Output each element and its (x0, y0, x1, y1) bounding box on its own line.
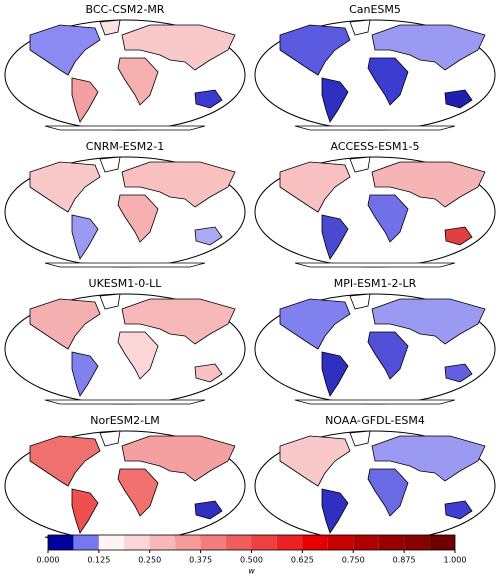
land (194, 363, 223, 383)
land (367, 57, 409, 106)
land (321, 351, 349, 397)
land (194, 89, 223, 109)
colorbar-bin (73, 535, 99, 550)
land (99, 430, 121, 447)
land (44, 262, 206, 268)
land (121, 161, 236, 208)
land (294, 262, 456, 268)
colorbar-bin (404, 535, 430, 550)
map-panel: CNRM-ESM2-1 (4, 140, 246, 268)
land (121, 435, 236, 482)
land (371, 161, 486, 208)
colorbar-tick-label: 1.000 (444, 556, 467, 565)
map-panel: ACCESS-ESM1-5 (254, 140, 496, 268)
land (117, 57, 159, 106)
land (44, 125, 206, 131)
land (371, 435, 486, 482)
colorbar-bin (48, 535, 74, 550)
land (121, 298, 236, 345)
colorbar-tick-label: 0.250 (138, 556, 161, 565)
land (444, 226, 473, 246)
map-panel: UKESM1-0-LL (4, 277, 246, 405)
colorbar-tick-label: 0.625 (291, 556, 314, 565)
land (367, 194, 409, 243)
colorbar-tick-label: 0.000 (37, 556, 60, 565)
colorbar-tick-label: 0.875 (393, 556, 416, 565)
land (279, 24, 351, 76)
map-panel: MPI-ESM1-2-LR (254, 277, 496, 405)
land (279, 435, 351, 487)
land (349, 19, 371, 36)
land (99, 19, 121, 36)
land (71, 77, 99, 123)
land (279, 161, 351, 213)
land (444, 500, 473, 520)
land (294, 125, 456, 131)
land (71, 351, 99, 397)
land (371, 24, 486, 71)
colorbar-tick-label: 0.750 (342, 556, 365, 565)
colorbar-bin (302, 535, 328, 550)
panel-title: CanESM5 (349, 3, 401, 16)
colorbar-bin (251, 535, 277, 550)
panel-title: BCC-CSM2-MR (86, 3, 165, 16)
colorbar-bin (124, 535, 150, 550)
colorbar-bin (149, 535, 176, 550)
land (71, 214, 99, 260)
land (367, 468, 409, 517)
land (321, 488, 349, 534)
land (194, 500, 223, 520)
land (294, 399, 456, 405)
land (279, 298, 351, 350)
colorbar-bin (353, 535, 379, 550)
colorbar-bin (226, 535, 252, 550)
panel-title: UKESM1-0-LL (89, 277, 163, 290)
land (349, 293, 371, 310)
land (44, 399, 206, 405)
map-panel: NOAA-GFDL-ESM4 (254, 414, 496, 542)
colorbar-bin (276, 535, 303, 550)
land (29, 24, 101, 76)
colorbar-tick-label: 0.500 (240, 556, 263, 565)
land (29, 435, 101, 487)
colorbar-tick-label: 0.125 (87, 556, 110, 565)
land (349, 430, 371, 447)
map-panel: BCC-CSM2-MR (4, 3, 246, 131)
colorbar-tick-label: 0.375 (189, 556, 212, 565)
land (321, 214, 349, 260)
land (29, 161, 101, 213)
land (121, 24, 236, 71)
land (117, 194, 159, 243)
colorbar-bin (98, 535, 125, 550)
panel-title: MPI-ESM1-2-LR (334, 277, 417, 290)
land (99, 156, 121, 173)
map-panel: CanESM5 (254, 3, 496, 131)
land (349, 156, 371, 173)
land (371, 298, 486, 345)
land (117, 331, 159, 380)
panel-title: NorESM2-LM (90, 414, 160, 427)
colorbar-bin (429, 535, 455, 550)
panel-title: ACCESS-ESM1-5 (331, 140, 420, 153)
land (71, 488, 99, 534)
colorbar-label: w (248, 567, 255, 576)
land (29, 298, 101, 350)
land (367, 331, 409, 380)
colorbar-bin (378, 535, 405, 550)
land (117, 468, 159, 517)
colorbar-bin (200, 535, 227, 550)
panel-title: CNRM-ESM2-1 (86, 140, 164, 153)
colorbar-bin (175, 535, 201, 550)
map-panel: NorESM2-LM (4, 414, 246, 542)
land (321, 77, 349, 123)
land (99, 293, 121, 310)
colorbar-bin (327, 535, 354, 550)
land (194, 226, 223, 246)
land (444, 363, 473, 383)
land (444, 89, 473, 109)
panel-title: NOAA-GFDL-ESM4 (325, 414, 425, 427)
